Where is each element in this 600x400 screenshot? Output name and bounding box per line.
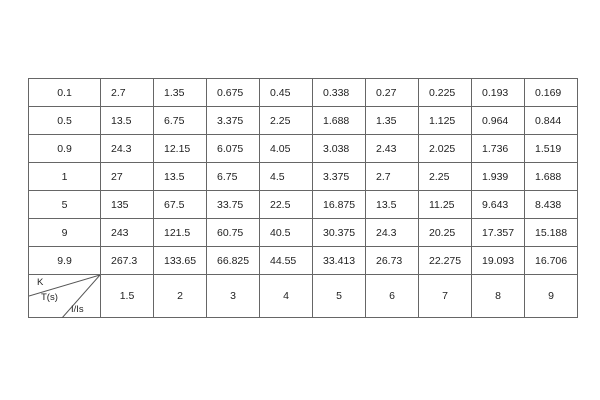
i-value: 1.5 (100, 274, 154, 318)
table-cell: 40.5 (259, 218, 313, 247)
data-table: 0.1 2.7 1.35 0.675 0.45 0.338 0.27 0.225 0.193 0.… (28, 78, 578, 318)
table-cell: 67.5 (153, 190, 207, 219)
table-cell: 13.5 (100, 106, 154, 135)
table-cell: 15.188 (524, 218, 578, 247)
table-cell: 33.75 (206, 190, 260, 219)
table-cell: 6.075 (206, 134, 260, 163)
table-cell: 0.844 (524, 106, 578, 135)
table-cell: 16.706 (524, 246, 578, 275)
table-cell: 11.25 (418, 190, 472, 219)
table-cell: 22.275 (418, 246, 472, 275)
footer-row: K T(s) I/Is 1.5 2 3 4 5 6 7 8 9 (28, 274, 578, 318)
diagonal-header-cell: K T(s) I/Is (28, 274, 101, 318)
table-row: 9 243 121.5 60.75 40.5 30.375 24.3 20.25 17.357 1… (28, 218, 578, 247)
table-row: 0.5 13.5 6.75 3.375 2.25 1.688 1.35 1.125 0.964 0… (28, 106, 578, 135)
k-value: 1 (28, 162, 101, 191)
table-cell: 13.5 (153, 162, 207, 191)
table-cell: 3.375 (206, 106, 260, 135)
table-row: 5 135 67.5 33.75 22.5 16.875 13.5 11.25 9.643 8.4… (28, 190, 578, 219)
k-label: K (37, 277, 44, 288)
i-value: 6 (365, 274, 419, 318)
table-cell: 2.025 (418, 134, 472, 163)
table-row: 1 27 13.5 6.75 4.5 3.375 2.7 2.25 1.939 1.688 (28, 162, 578, 191)
table-row: 9.9 267.3 133.65 66.825 44.55 33.413 26.73 22.2… (28, 246, 578, 275)
table-cell: 60.75 (206, 218, 260, 247)
table-cell: 267.3 (100, 246, 154, 275)
diagonal-lines (29, 275, 100, 318)
table-cell: 2.43 (365, 134, 419, 163)
table-cell: 2.7 (365, 162, 419, 191)
i-value: 7 (418, 274, 472, 318)
table-cell: 1.688 (312, 106, 366, 135)
table-cell: 13.5 (365, 190, 419, 219)
table-cell: 0.27 (365, 78, 419, 107)
i-value: 5 (312, 274, 366, 318)
table-cell: 3.038 (312, 134, 366, 163)
t-label: T(s) (41, 292, 58, 303)
table-cell: 12.15 (153, 134, 207, 163)
i-value: 4 (259, 274, 313, 318)
table-cell: 1.939 (471, 162, 525, 191)
table-cell: 6.75 (153, 106, 207, 135)
table-cell: 1.35 (153, 78, 207, 107)
k-value: 5 (28, 190, 101, 219)
table-cell: 22.5 (259, 190, 313, 219)
table-cell: 16.875 (312, 190, 366, 219)
table-cell: 4.5 (259, 162, 313, 191)
table-cell: 26.73 (365, 246, 419, 275)
table-cell: 17.357 (471, 218, 525, 247)
table-cell: 0.964 (471, 106, 525, 135)
table-cell: 1.688 (524, 162, 578, 191)
table-cell: 0.169 (524, 78, 578, 107)
table-cell: 19.093 (471, 246, 525, 275)
table-cell: 27 (100, 162, 154, 191)
table-cell: 2.25 (259, 106, 313, 135)
table-cell: 44.55 (259, 246, 313, 275)
table-cell: 6.75 (206, 162, 260, 191)
table-cell: 33.413 (312, 246, 366, 275)
table-cell: 243 (100, 218, 154, 247)
i-value: 2 (153, 274, 207, 318)
table-cell: 1.125 (418, 106, 472, 135)
table-cell: 9.643 (471, 190, 525, 219)
table-cell: 3.375 (312, 162, 366, 191)
table-cell: 0.193 (471, 78, 525, 107)
table-cell: 1.35 (365, 106, 419, 135)
i-value: 8 (471, 274, 525, 318)
k-value: 9.9 (28, 246, 101, 275)
table-cell: 4.05 (259, 134, 313, 163)
table-cell: 135 (100, 190, 154, 219)
table-cell: 0.675 (206, 78, 260, 107)
k-value: 9 (28, 218, 101, 247)
table-cell: 2.25 (418, 162, 472, 191)
table-cell: 66.825 (206, 246, 260, 275)
table-cell: 0.45 (259, 78, 313, 107)
table-cell: 0.338 (312, 78, 366, 107)
table-cell: 24.3 (100, 134, 154, 163)
k-value: 0.1 (28, 78, 101, 107)
table-cell: 133.65 (153, 246, 207, 275)
i-value: 9 (524, 274, 578, 318)
k-value: 0.5 (28, 106, 101, 135)
table-cell: 1.519 (524, 134, 578, 163)
table-cell: 2.7 (100, 78, 154, 107)
i-label: I/Is (71, 304, 84, 315)
table-row: 0.1 2.7 1.35 0.675 0.45 0.338 0.27 0.225 0.193 0.… (28, 78, 578, 107)
table-cell: 30.375 (312, 218, 366, 247)
table-cell: 1.736 (471, 134, 525, 163)
table-cell: 121.5 (153, 218, 207, 247)
k-value: 0.9 (28, 134, 101, 163)
table-cell: 20.25 (418, 218, 472, 247)
i-value: 3 (206, 274, 260, 318)
table-row: 0.9 24.3 12.15 6.075 4.05 3.038 2.43 2.025 1.736… (28, 134, 578, 163)
table-cell: 0.225 (418, 78, 472, 107)
table-cell: 8.438 (524, 190, 578, 219)
table-cell: 24.3 (365, 218, 419, 247)
